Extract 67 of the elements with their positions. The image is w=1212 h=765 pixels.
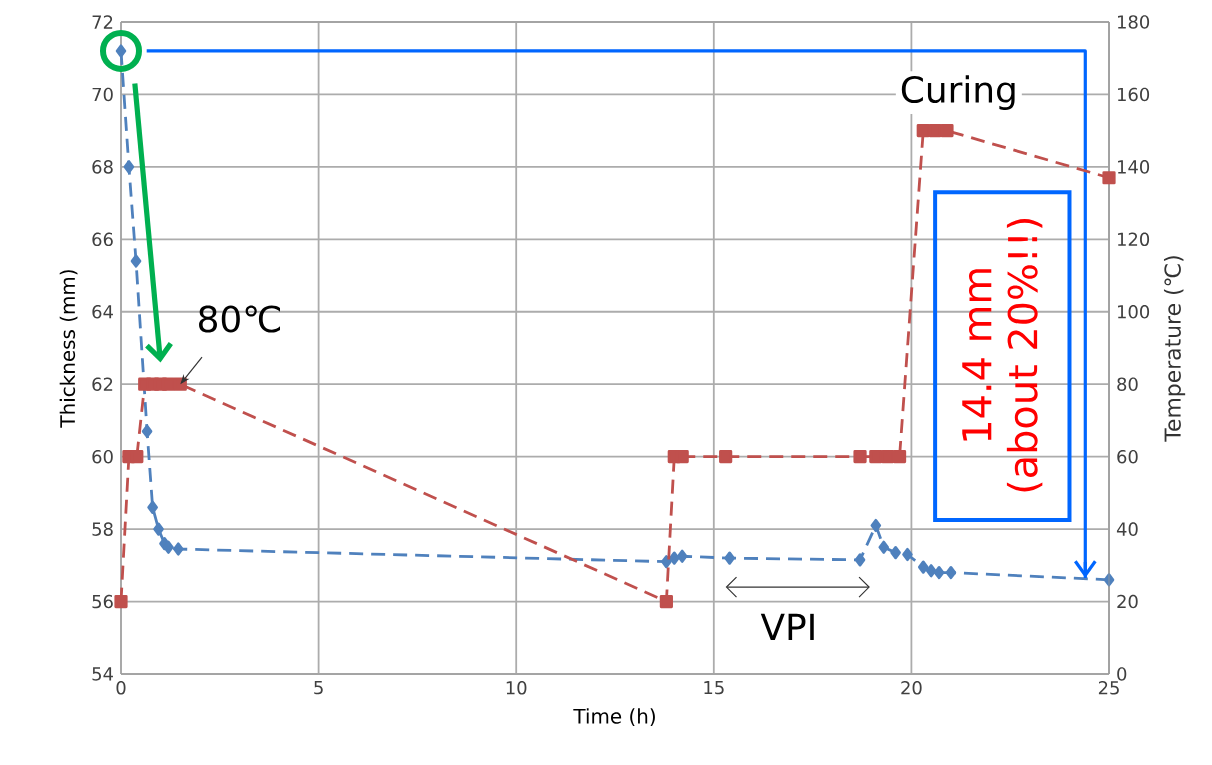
y2-tick-label: 80 xyxy=(1117,377,1138,391)
y2-tick-label: 0 xyxy=(1117,667,1127,681)
point xyxy=(940,124,954,138)
point xyxy=(153,522,164,536)
point xyxy=(163,540,174,554)
point xyxy=(724,551,735,565)
annotation: Curing xyxy=(901,75,1015,110)
y-tick-label: 58 xyxy=(92,522,113,536)
point xyxy=(892,450,907,464)
y2-tick-label: 60 xyxy=(1117,449,1138,464)
point xyxy=(917,560,929,574)
x-axis-title: Time (h) xyxy=(573,708,655,727)
annotation: 80℃ xyxy=(199,305,281,333)
y2-tick-label: 180 xyxy=(1118,15,1150,29)
y2-tick-label: 20 xyxy=(1117,594,1138,609)
y-tick-label: 68 xyxy=(92,160,113,174)
y-tick-label: 66 xyxy=(92,232,113,247)
y-tick-label: 64 xyxy=(92,304,113,319)
y-axis-title: Thickness (mm) xyxy=(59,270,78,428)
y2-tick-label: 100 xyxy=(1118,304,1150,319)
x-tick-label: 0 xyxy=(116,681,126,695)
point xyxy=(659,594,673,609)
point xyxy=(141,424,153,438)
point xyxy=(853,450,867,464)
point xyxy=(881,450,895,464)
point xyxy=(147,500,158,514)
x-tick-label: 10 xyxy=(506,681,527,695)
point xyxy=(933,565,945,580)
point xyxy=(161,377,176,391)
y-tick-label: 72 xyxy=(92,15,113,29)
y2-tick-label: 40 xyxy=(1116,522,1138,536)
point xyxy=(878,540,890,554)
point xyxy=(675,450,689,464)
point xyxy=(668,551,680,565)
y-tick-label: 60 xyxy=(92,449,113,464)
y2-tick-label: 120 xyxy=(1118,232,1150,247)
x-tick-label: 20 xyxy=(901,681,922,695)
annotation: 14.4 mm xyxy=(962,269,992,441)
y-tick-label: 56 xyxy=(92,594,113,609)
point xyxy=(945,565,957,580)
point xyxy=(130,254,142,268)
point xyxy=(676,549,688,563)
y-tick-label: 54 xyxy=(92,667,113,681)
point xyxy=(902,547,913,562)
point xyxy=(916,124,930,138)
point xyxy=(869,450,883,464)
x-tick-label: 15 xyxy=(704,681,724,695)
point xyxy=(661,555,672,569)
y-tick-label: 70 xyxy=(92,87,113,102)
point xyxy=(173,542,184,556)
y2-tick-label: 160 xyxy=(1118,87,1150,102)
y-tick-label: 62 xyxy=(92,377,113,391)
point xyxy=(123,160,135,174)
point xyxy=(870,518,882,533)
y2-axis-title: Temperature (℃) xyxy=(1163,256,1186,442)
x-tick-label: 25 xyxy=(1098,681,1119,695)
annotation: (about 20%!!) xyxy=(1006,219,1043,492)
point xyxy=(890,546,901,560)
x-tick-label: 5 xyxy=(314,681,323,695)
point xyxy=(1102,171,1116,185)
point xyxy=(719,450,733,464)
annotation: VPI xyxy=(760,613,814,640)
point xyxy=(130,450,144,464)
y2-tick-label: 140 xyxy=(1118,160,1150,174)
point xyxy=(854,553,866,567)
point xyxy=(114,594,128,609)
point xyxy=(925,564,937,578)
